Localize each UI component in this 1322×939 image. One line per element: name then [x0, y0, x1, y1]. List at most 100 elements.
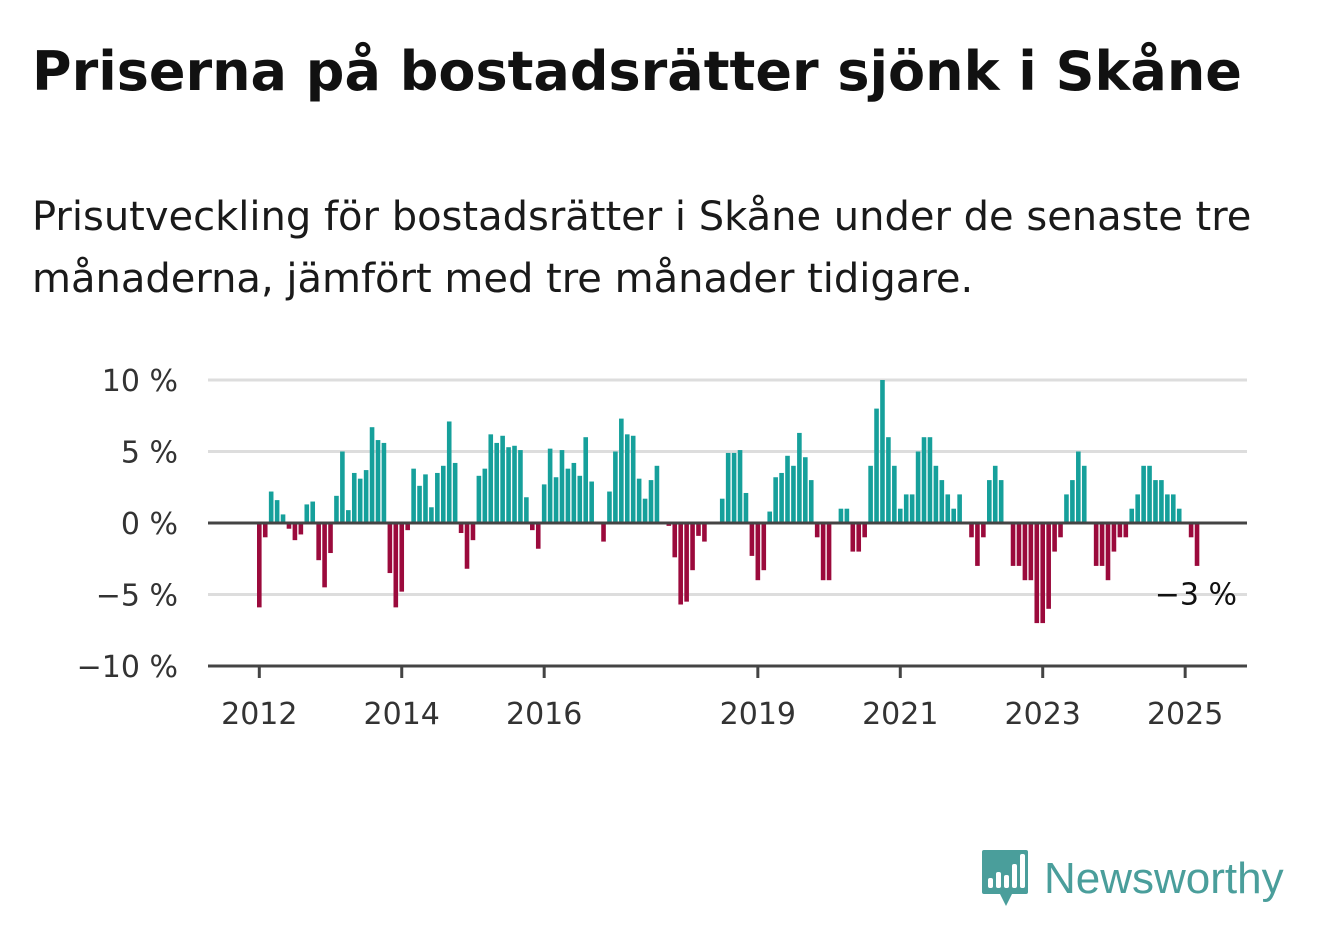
bar	[1093, 523, 1099, 566]
x-tick-label: 2023	[1005, 697, 1081, 732]
bar	[808, 480, 814, 523]
bar-chart: 10 % 5 % 0 % −5 % −10 % 2012 2014 2016 2019 2021 2…	[77, 364, 1247, 732]
bar	[482, 468, 488, 523]
bar	[346, 510, 351, 523]
bar	[743, 492, 749, 523]
bar	[541, 484, 547, 523]
bar	[998, 480, 1004, 523]
bar	[613, 451, 618, 523]
bar	[892, 465, 897, 523]
bar	[452, 462, 458, 523]
bar	[1135, 494, 1140, 523]
y-tick-label: 10 %	[102, 364, 178, 399]
bar	[286, 523, 292, 529]
bar	[791, 465, 796, 523]
bar	[868, 465, 873, 523]
axes	[208, 521, 1247, 678]
bar	[1176, 508, 1182, 523]
bar	[577, 475, 583, 523]
bar	[981, 523, 986, 538]
bar	[476, 475, 482, 523]
bar	[648, 480, 654, 523]
gridlines	[208, 378, 1247, 596]
bar	[785, 455, 790, 523]
bar	[506, 447, 511, 523]
x-tick-label: 2025	[1147, 697, 1223, 732]
bar	[310, 501, 316, 523]
y-tick-label: −5 %	[96, 579, 178, 614]
bar	[921, 437, 927, 523]
last-value-label: −3 %	[1155, 578, 1237, 613]
bar	[607, 491, 612, 523]
bar	[624, 434, 630, 523]
bar	[268, 491, 274, 523]
bar	[316, 523, 321, 561]
bar	[1081, 465, 1087, 523]
bar	[1194, 523, 1200, 566]
bar	[749, 523, 755, 556]
bar	[1147, 465, 1152, 523]
bar	[1141, 465, 1146, 523]
bar	[405, 523, 410, 531]
bar	[1105, 523, 1111, 581]
chart-title: Priserna på bostadsrätter sjönk i Skåne	[32, 40, 1242, 103]
bar	[702, 523, 707, 542]
bar	[565, 468, 571, 523]
bar	[500, 435, 505, 523]
bar	[571, 462, 577, 523]
bar	[969, 523, 974, 538]
bar	[1070, 480, 1075, 523]
bar	[731, 452, 737, 523]
bar	[719, 498, 725, 523]
bar	[583, 437, 589, 523]
bar	[630, 435, 636, 523]
bar	[1099, 523, 1105, 566]
bar	[351, 472, 357, 523]
bar	[909, 494, 915, 523]
bar	[553, 477, 559, 523]
bar	[1123, 523, 1129, 538]
logo-text: Newsworthy	[1044, 854, 1284, 903]
bar	[435, 472, 440, 523]
bar	[589, 481, 594, 523]
bar	[512, 445, 517, 523]
bar	[850, 523, 856, 552]
y-tick-label: 5 %	[121, 436, 178, 471]
bar	[262, 523, 268, 538]
bar	[1076, 451, 1081, 523]
bar	[939, 480, 945, 523]
bar	[684, 523, 689, 602]
x-tick-label: 2021	[862, 697, 938, 732]
bar	[381, 442, 387, 523]
bar	[1159, 480, 1164, 523]
bar	[927, 437, 933, 523]
bar	[773, 477, 778, 523]
bar	[862, 523, 867, 538]
bar	[874, 408, 879, 523]
bar	[797, 432, 802, 523]
bar	[1111, 523, 1117, 552]
newsworthy-logo: Newsworthy	[980, 848, 1284, 910]
bar	[1028, 523, 1034, 581]
bar	[547, 448, 553, 523]
bar	[1052, 523, 1057, 552]
bar	[1153, 480, 1158, 523]
bar	[429, 507, 434, 523]
bar	[488, 434, 494, 523]
bar	[440, 465, 446, 523]
bar	[1064, 494, 1069, 523]
bar	[423, 474, 428, 523]
bar	[411, 468, 416, 523]
bar	[678, 523, 683, 605]
bar	[375, 440, 381, 523]
bar	[417, 485, 422, 523]
bar	[761, 523, 767, 571]
bar	[814, 523, 820, 538]
x-tick-label: 2019	[720, 697, 796, 732]
bar	[559, 450, 565, 523]
x-tick-label: 2014	[364, 697, 440, 732]
bar	[446, 421, 452, 523]
bar	[1117, 523, 1123, 538]
bar	[886, 437, 891, 523]
bars	[257, 380, 1200, 624]
